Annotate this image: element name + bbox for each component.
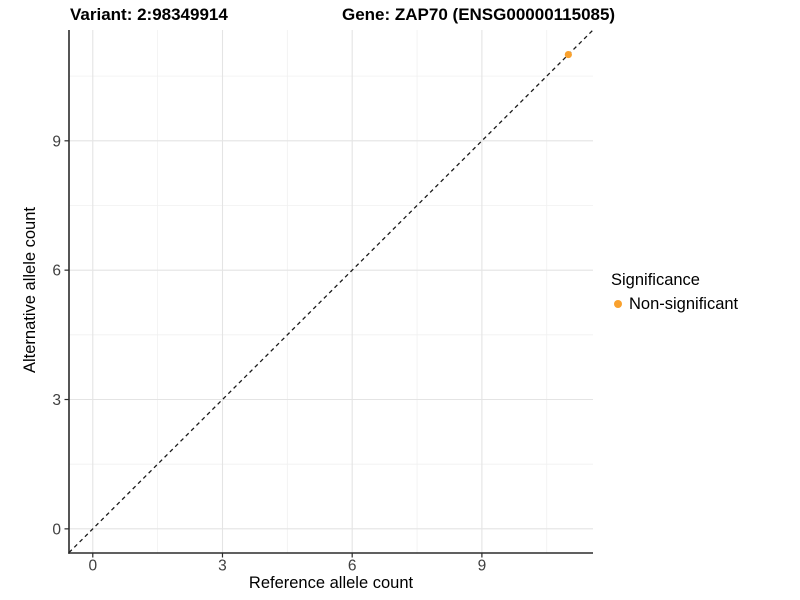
x-tick-label: 3 xyxy=(218,558,227,575)
legend-entry-label: Non-significant xyxy=(629,294,739,313)
x-tick-label: 0 xyxy=(88,558,97,575)
y-tick-label: 9 xyxy=(52,133,61,150)
variant-title: Variant: 2:98349914 xyxy=(70,5,228,24)
y-tick-label: 6 xyxy=(52,263,61,280)
x-tick-label: 9 xyxy=(478,558,487,575)
legend-point-icon xyxy=(614,300,622,308)
data-point xyxy=(564,50,572,59)
gene-title: Gene: ZAP70 (ENSG00000115085) xyxy=(342,5,616,24)
x-tick-label: 6 xyxy=(348,558,357,575)
legend-title: Significance xyxy=(611,271,700,289)
identity-line xyxy=(68,29,594,554)
y-tick-label: 3 xyxy=(52,392,61,409)
legend-entries: Non-significant xyxy=(611,294,738,314)
y-axis-label: Alternative allele count xyxy=(21,207,39,374)
legend-entry: Non-significant xyxy=(611,294,738,314)
y-tick-label: 0 xyxy=(52,521,61,538)
x-axis-label: Reference allele count xyxy=(248,574,414,592)
legend: Significance Non-significant xyxy=(611,271,738,314)
